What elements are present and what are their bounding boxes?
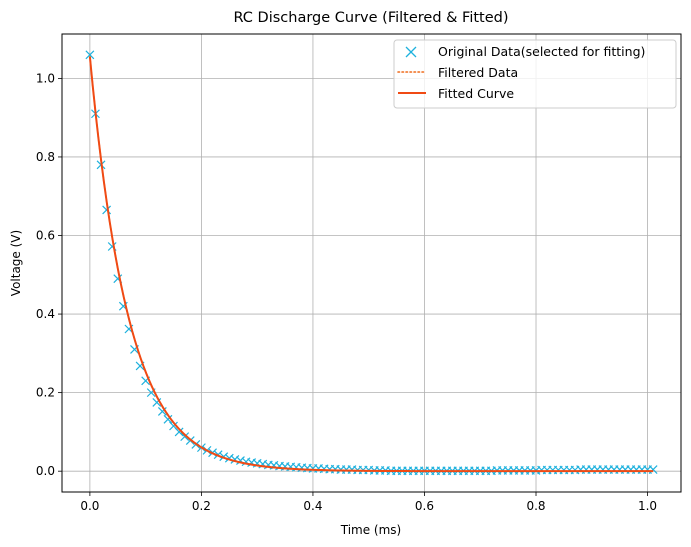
data-point-marker	[157, 407, 167, 416]
y-tick-label: 0.8	[36, 150, 55, 164]
legend-item-fitted-curve: Fitted Curve	[398, 86, 514, 101]
legend-label-original-data: Original Data(selected for fitting)	[438, 44, 645, 59]
legend-box	[393, 39, 677, 109]
y-tick-label: 0.6	[36, 229, 55, 243]
x-tick-label: 0.2	[192, 499, 211, 513]
y-tick-label: 0.4	[36, 307, 55, 321]
legend: Original Data(selected for fitting) Filt…	[393, 39, 677, 109]
legend-item-filtered-data: Filtered Data	[397, 65, 518, 80]
plot-area	[62, 34, 681, 492]
x-axis-label: Time (ms)	[340, 523, 402, 537]
y-axis-label: Voltage (V)	[9, 230, 23, 296]
plot-frame	[61, 33, 682, 493]
x-tick-label: 0.6	[415, 499, 434, 513]
chart-title: RC Discharge Curve (Filtered & Fitted)	[233, 10, 508, 26]
data-point-marker	[180, 432, 190, 442]
x-tick-label: 1.0	[638, 499, 657, 513]
x-tick-label: 0.8	[526, 499, 545, 513]
legend-marker-x	[405, 46, 417, 58]
data-point-marker	[648, 465, 658, 475]
legend-label-filtered-data: Filtered Data	[438, 65, 518, 80]
y-tick-label: 0.0	[36, 464, 55, 478]
data-point-marker	[85, 50, 95, 60]
data-point-marker	[163, 414, 173, 424]
y-tick-label: 0.2	[36, 386, 55, 400]
grid	[62, 34, 681, 492]
data-point-marker	[174, 427, 184, 437]
legend-label-fitted-curve: Fitted Curve	[438, 86, 514, 101]
y-tick-label: 1.0	[36, 71, 55, 85]
x-tick-label: 0.0	[80, 499, 99, 513]
series-layer	[85, 50, 658, 476]
legend-item-original-data: Original Data(selected for fitting)	[405, 44, 645, 59]
x-tick-label: 0.4	[303, 499, 322, 513]
y-axis: 0.0 0.2 0.4 0.6 0.8 1.0	[36, 71, 62, 478]
fitted-curve-line	[88, 56, 654, 473]
x-axis: 0.0 0.2 0.4 0.6 0.8 1.0	[80, 492, 657, 513]
